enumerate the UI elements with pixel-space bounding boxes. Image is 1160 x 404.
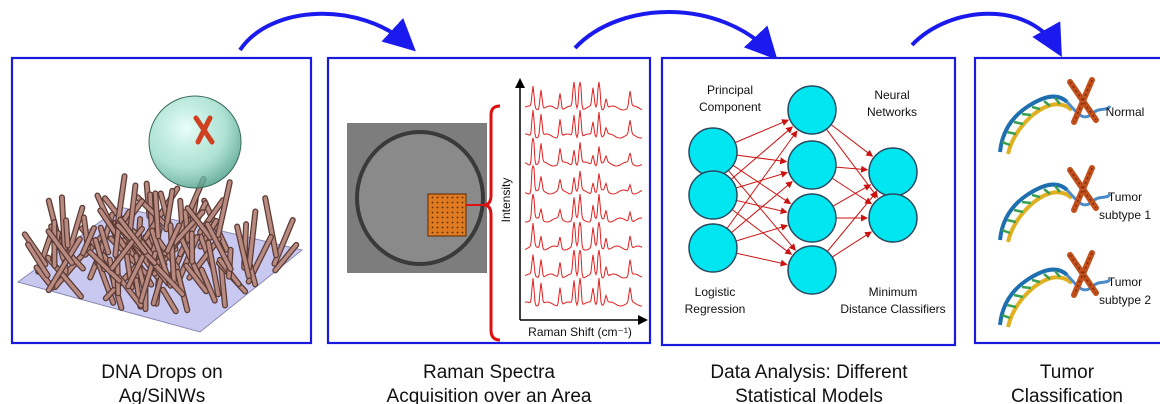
- model-label: Component: [699, 100, 762, 114]
- x-axis-label: Raman Shift (cm⁻¹): [528, 325, 632, 339]
- node: [869, 194, 917, 242]
- caption: Raman Spectra: [423, 362, 555, 383]
- node: [689, 224, 737, 272]
- caption: Classification: [1011, 386, 1123, 404]
- y-axis-label: Intensity: [499, 178, 513, 223]
- caption: Ag/SiNWs: [119, 386, 206, 404]
- node: [788, 246, 836, 294]
- node: [788, 86, 836, 134]
- class-label: subtype 2: [1099, 293, 1151, 307]
- class-label: Tumor: [1108, 275, 1142, 289]
- flow-arrow: [240, 14, 410, 50]
- model-label: Networks: [867, 105, 917, 119]
- node: [689, 128, 737, 176]
- class-label: Tumor: [1108, 190, 1142, 204]
- caption: Data Analysis: Different: [710, 362, 908, 383]
- caption: Statistical Models: [735, 386, 883, 404]
- workflow-diagram: DNA Drops on Ag/SiNWs Intensity Raman Sh…: [0, 0, 1160, 404]
- caption: Tumor: [1040, 362, 1095, 383]
- flow-arrow: [575, 12, 772, 54]
- model-label: Principal: [707, 83, 753, 97]
- model-label: Regression: [685, 302, 746, 316]
- node: [689, 171, 737, 219]
- scan-area: [428, 194, 466, 236]
- flow-arrow: [912, 14, 1058, 50]
- node: [788, 194, 836, 242]
- caption: DNA Drops on: [101, 362, 222, 383]
- model-label: Logistic: [695, 285, 736, 299]
- class-label: Normal: [1106, 105, 1145, 119]
- node: [788, 141, 836, 189]
- caption: Acquisition over an Area: [387, 386, 592, 404]
- droplet: [149, 96, 241, 188]
- class-label: subtype 1: [1099, 208, 1151, 222]
- node: [869, 148, 917, 196]
- nanowire: [66, 220, 68, 245]
- model-label: Distance Classifiers: [840, 302, 945, 316]
- model-label: Minimum: [869, 285, 918, 299]
- model-label: Neural: [874, 88, 909, 102]
